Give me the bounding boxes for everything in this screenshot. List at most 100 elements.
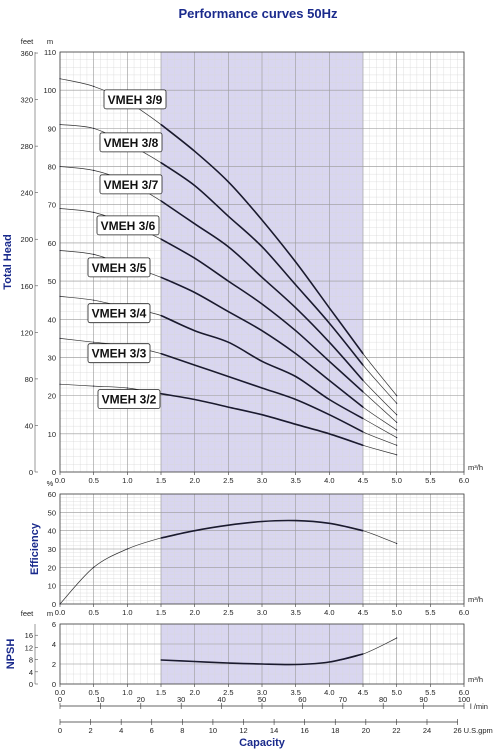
head-panel-data-point xyxy=(295,330,297,332)
head-panel-feet-tick-label: 280 xyxy=(20,142,33,151)
head-panel-data-point xyxy=(362,364,364,366)
npsh-panel-y-tick-label: 2 xyxy=(52,660,56,669)
head-panel-data-point xyxy=(160,393,162,395)
head-panel-data-point xyxy=(59,207,61,210)
capacity-tick-label: 14 xyxy=(270,726,278,735)
head-panel-x-tick-label: 3.0 xyxy=(257,476,267,485)
head-panel-x-tick-label: 3.5 xyxy=(290,476,300,485)
head-panel-y-tick-label: 90 xyxy=(48,124,56,133)
head-panel-data-point xyxy=(194,185,196,187)
head-panel-unit-primary: m xyxy=(47,37,53,46)
head-panel-data-point xyxy=(396,444,398,446)
model-label-vmeh-3-4: VMEH 3/4 xyxy=(92,307,147,321)
capacity-tick-label: 80 xyxy=(379,695,387,704)
head-panel-data-point xyxy=(295,398,297,401)
efficiency-panel-y-tick-label: 20 xyxy=(48,563,56,572)
head-panel-unit-feet: feet xyxy=(21,37,34,46)
head-panel-data-point xyxy=(396,402,398,404)
head-panel-data-point xyxy=(362,444,364,446)
head-panel-data-point xyxy=(362,353,364,355)
head-panel-data-point xyxy=(328,414,330,416)
head-panel-feet-tick-label: 240 xyxy=(20,189,33,198)
npsh-panel-feet-tick-label: 12 xyxy=(25,643,33,652)
npsh-panel-x-tick-label: 6.0 xyxy=(459,688,469,697)
head-panel-data-point xyxy=(396,395,398,397)
npsh-panel-feet-tick-label: 0 xyxy=(29,680,33,689)
efficiency-panel-y-tick-label: 40 xyxy=(48,527,56,536)
efficiency-panel-unit-primary: % xyxy=(47,479,54,488)
efficiency-panel-data-point xyxy=(194,530,196,532)
efficiency-panel-x-tick-label: 0.5 xyxy=(88,608,98,617)
npsh-panel-x-tick-label: 0.5 xyxy=(88,688,98,697)
efficiency-panel-x-tick-label: 3.0 xyxy=(257,608,267,617)
head-panel-data-point xyxy=(261,219,263,221)
capacity-tick-label: 40 xyxy=(217,695,225,704)
head-panel-plot-frame xyxy=(59,51,465,473)
model-label-box xyxy=(99,174,163,195)
head-panel-feet-tick-label: 40 xyxy=(25,421,33,430)
capacity-unit-label: U.S.gpm xyxy=(464,726,493,735)
head-panel-y-tick-label: 100 xyxy=(43,86,56,95)
head-panel-data-point xyxy=(59,295,61,297)
head-panel-data-point xyxy=(160,314,162,317)
head-panel-data-point xyxy=(295,375,297,378)
head-panel-data-point xyxy=(227,311,229,313)
head-panel-data-point xyxy=(59,337,61,339)
head-panel-data-point xyxy=(93,385,95,387)
head-panel-data-point xyxy=(194,257,196,259)
npsh-panel-feet-tick-label: 16 xyxy=(25,631,33,640)
capacity-tick-label: 10 xyxy=(96,695,104,704)
efficiency-panel-data-point xyxy=(59,603,61,605)
head-panel-x-tick-label: 4.5 xyxy=(358,476,368,485)
head-panel-data-point xyxy=(194,330,196,332)
head-panel-data-point xyxy=(362,391,364,393)
efficiency-panel-x-tick-label: 2.0 xyxy=(189,608,199,617)
head-panel-y-tick-label: 110 xyxy=(44,48,56,57)
capacity-tick-label: 30 xyxy=(177,695,185,704)
head-panel-data-point xyxy=(328,360,330,362)
head-panel-data-point xyxy=(194,150,196,152)
head-panel-data-point xyxy=(227,280,229,282)
head-panel-feet-tick-label: 320 xyxy=(20,96,33,105)
efficiency-panel-data-point xyxy=(295,519,297,522)
head-panel-data-point xyxy=(227,375,229,378)
head-panel-x-tick-label: 4.0 xyxy=(324,476,334,485)
npsh-panel-y-tick-label: 6 xyxy=(52,620,56,629)
efficiency-panel-y-tick-label: 0 xyxy=(52,600,56,609)
capacity-tick-label: 2 xyxy=(88,726,92,735)
head-panel-data-point xyxy=(227,341,229,343)
head-panel-data-point xyxy=(160,162,162,164)
head-panel-data-point xyxy=(227,215,229,217)
head-panel-data-point xyxy=(93,299,95,301)
model-label-vmeh-3-5: VMEH 3/5 xyxy=(92,261,147,275)
capacity-unit-label: l /min xyxy=(470,702,488,711)
head-panel-data-point xyxy=(261,414,263,416)
head-panel-data-point xyxy=(194,223,196,225)
page-title: Performance curves 50Hz xyxy=(179,6,338,21)
efficiency-panel-x-tick-label: 4.5 xyxy=(358,608,368,617)
head-panel-data-point xyxy=(93,85,95,87)
efficiency-panel-y-tick-label: 10 xyxy=(48,582,56,591)
npsh-panel-x-tick-label: 4.0 xyxy=(324,688,334,697)
npsh-panel-unit-feet: feet xyxy=(21,609,34,618)
head-panel-data-point xyxy=(227,181,229,183)
npsh-panel-plot-frame xyxy=(59,623,465,685)
head-panel-data-point xyxy=(396,414,398,416)
capacity-tick-label: 22 xyxy=(392,726,400,735)
npsh-panel-data-point xyxy=(160,659,162,661)
npsh-panel-y-tick-label: 0 xyxy=(52,680,56,689)
head-panel-data-point xyxy=(295,261,297,263)
model-label-vmeh-3-9: VMEH 3/9 xyxy=(108,93,163,107)
npsh-panel-data-point xyxy=(227,662,229,664)
head-panel-data-point xyxy=(59,249,61,252)
efficiency-panel-x-tick-label: 3.5 xyxy=(290,608,300,617)
npsh-panel-axis-title: NPSH xyxy=(5,639,17,670)
npsh-panel-x-tick-label: 2.0 xyxy=(189,688,199,697)
efficiency-panel-x-tick-label: 5.0 xyxy=(391,608,401,617)
head-panel-data-point xyxy=(261,360,263,362)
head-panel-feet-tick-label: 80 xyxy=(25,375,33,384)
efficiency-panel-x-tick-label: 6.0 xyxy=(459,608,469,617)
head-panel-data-point xyxy=(362,379,364,381)
head-panel-x-tick-label: 2.0 xyxy=(189,476,199,485)
